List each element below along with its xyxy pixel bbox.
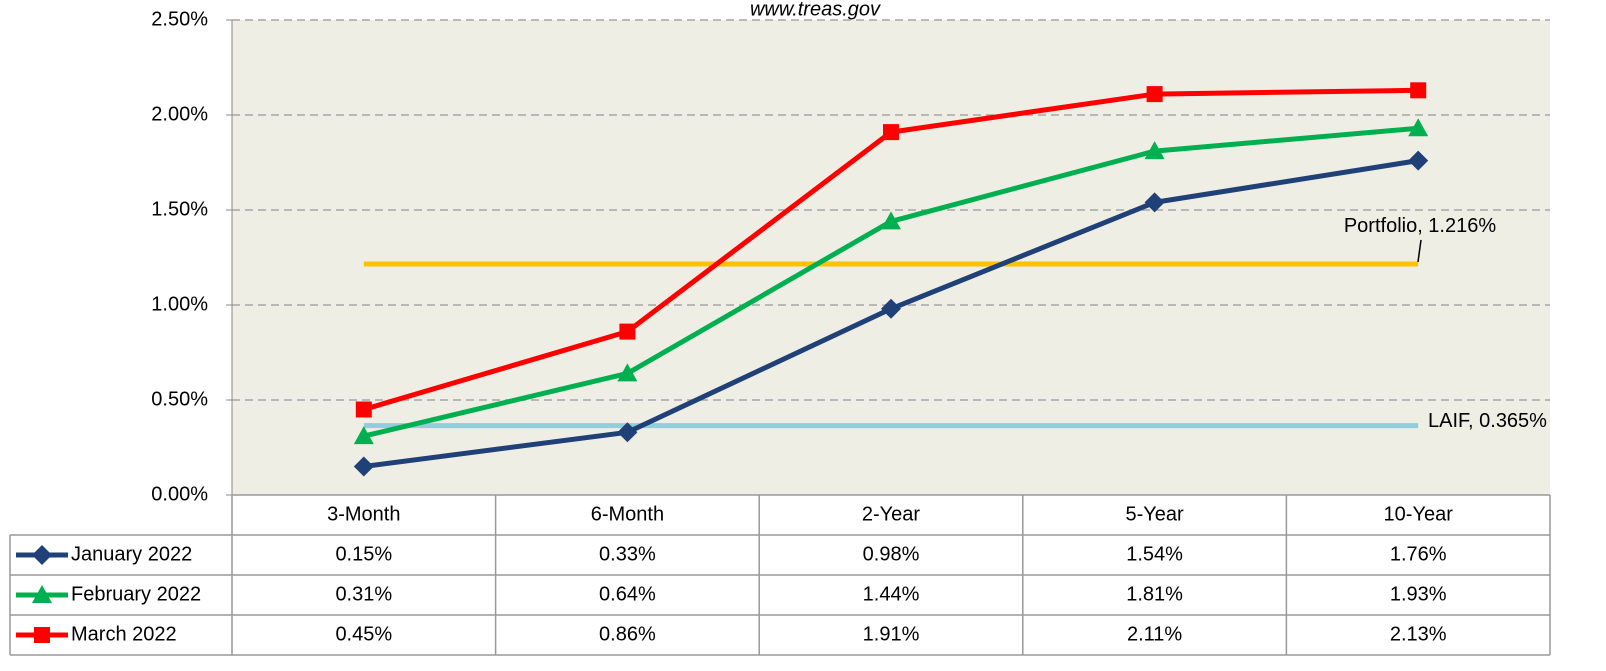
marker (881, 298, 901, 319)
table-value: 0.64% (599, 583, 656, 605)
marker (881, 211, 901, 230)
table-value: 0.31% (335, 583, 392, 605)
table-value: 1.76% (1390, 543, 1447, 565)
y-tick-label: 0.50% (151, 388, 208, 410)
table-value: 0.15% (335, 543, 392, 565)
marker (34, 627, 50, 643)
legend-label: March 2022 (71, 623, 177, 645)
marker (1144, 141, 1165, 160)
table-value: 1.44% (863, 583, 920, 605)
table-value: 1.91% (863, 623, 920, 645)
x-tick-label: 10-Year (1384, 503, 1454, 525)
marker (883, 124, 899, 141)
y-tick-label: 1.50% (151, 198, 208, 220)
chart-subtitle: www.treas.gov (750, 0, 881, 20)
x-tick-label: 2-Year (862, 503, 921, 525)
x-tick-label: 5-Year (1125, 503, 1184, 525)
table-value: 0.86% (599, 623, 656, 645)
legend-label: January 2022 (71, 543, 192, 565)
table-value: 2.13% (1390, 623, 1447, 645)
reference-label: LAIF, 0.365% (1428, 410, 1547, 432)
table-value: 1.93% (1390, 583, 1447, 605)
table-value: 1.54% (1126, 543, 1183, 565)
table-value: 0.98% (863, 543, 920, 565)
marker (619, 323, 636, 340)
marker (617, 422, 638, 443)
x-tick-label: 3-Month (327, 503, 400, 525)
marker (1408, 118, 1429, 137)
marker (1408, 150, 1429, 171)
marker (353, 456, 374, 477)
marker (355, 401, 372, 418)
x-tick-label: 6-Month (591, 503, 664, 525)
marker (1146, 86, 1163, 103)
marker (353, 426, 374, 445)
leader-line (1417, 239, 1422, 263)
marker (1410, 82, 1427, 99)
y-tick-label: 2.50% (151, 8, 208, 30)
table-value: 0.33% (599, 543, 656, 565)
marker (617, 363, 638, 382)
y-tick-label: 0.00% (151, 483, 208, 505)
y-tick-label: 2.00% (151, 103, 208, 125)
marker (32, 545, 52, 565)
table-value: 2.11% (1127, 623, 1182, 645)
legend-label: February 2022 (71, 583, 201, 605)
reference-label: Portfolio, 1.216% (1344, 215, 1497, 237)
y-tick-label: 1.00% (151, 293, 208, 315)
marker (32, 585, 52, 603)
marker (1144, 192, 1165, 213)
table-value: 1.81% (1126, 583, 1183, 605)
table-value: 0.45% (335, 623, 392, 645)
